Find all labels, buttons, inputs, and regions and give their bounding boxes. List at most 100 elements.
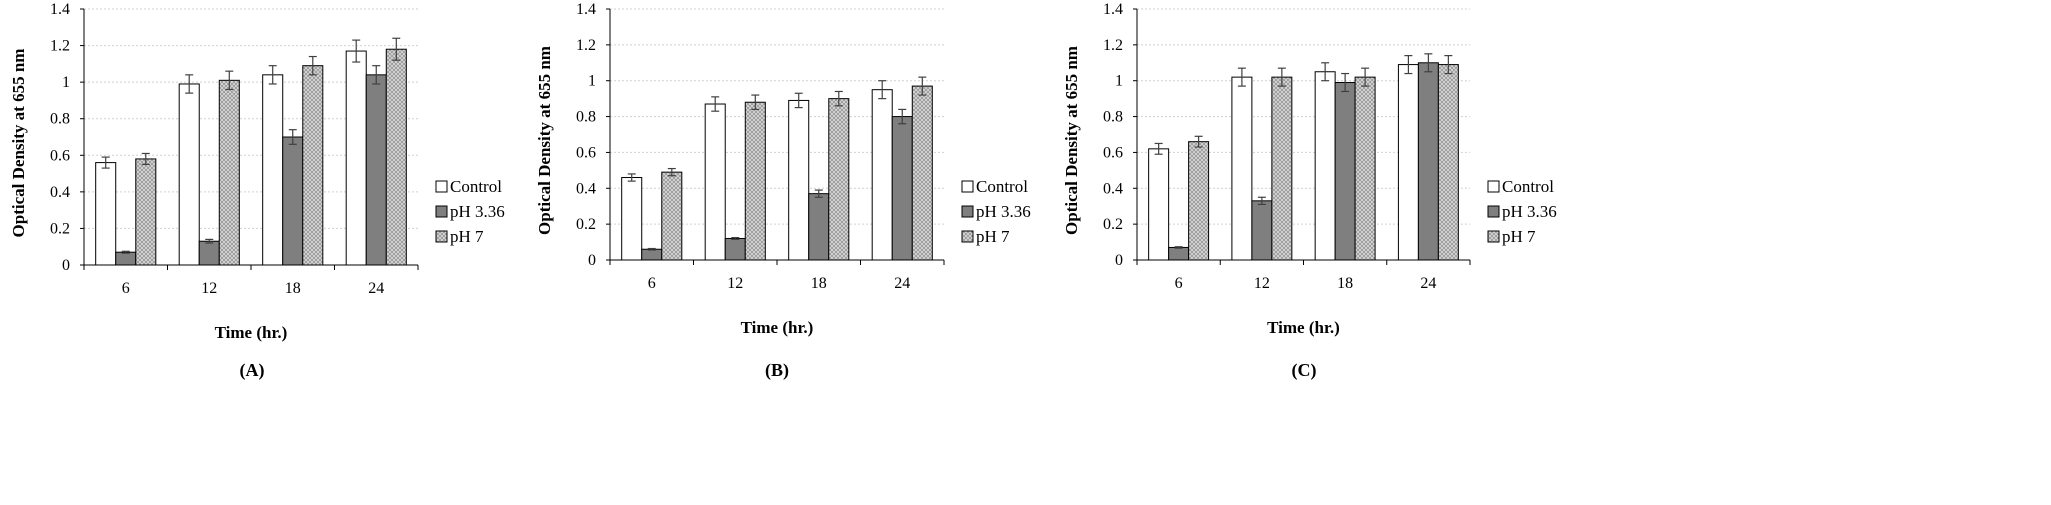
y-axis-title: Optical Density at 655 nm bbox=[1062, 46, 1081, 235]
x-axis-title: Time (hr.) bbox=[1267, 318, 1340, 337]
legend: Control pH 3.36 pH 7 bbox=[961, 177, 1031, 246]
y-tick-label: 1.2 bbox=[50, 38, 70, 55]
legend-swatch bbox=[961, 205, 974, 218]
bar bbox=[135, 158, 157, 266]
x-tick-label: 6 bbox=[648, 275, 656, 292]
x-tick-label: 6 bbox=[122, 280, 130, 297]
bar bbox=[1397, 64, 1419, 261]
y-tick-label: 1 bbox=[62, 74, 70, 91]
legend-label: pH 3.36 bbox=[1502, 202, 1557, 221]
bar bbox=[621, 177, 643, 261]
legend-label: pH 3.36 bbox=[976, 202, 1031, 221]
bar bbox=[1437, 64, 1459, 261]
y-tick-label: 0 bbox=[1115, 252, 1123, 269]
y-tick-label: 0 bbox=[62, 257, 70, 274]
bar bbox=[345, 50, 367, 266]
panel-label: (A) bbox=[240, 360, 265, 381]
y-tick-label: 1.2 bbox=[576, 37, 596, 54]
bar bbox=[891, 116, 913, 261]
panel-label: (C) bbox=[1292, 360, 1317, 381]
x-axis-title: Time (hr.) bbox=[215, 323, 288, 342]
bar bbox=[1231, 76, 1253, 261]
x-tick-label: 12 bbox=[1254, 275, 1270, 292]
bar bbox=[1354, 76, 1376, 261]
legend-swatch bbox=[435, 180, 448, 193]
x-tick-label: 24 bbox=[1420, 275, 1436, 292]
bar bbox=[911, 85, 933, 261]
bar bbox=[641, 248, 663, 261]
x-tick-label: 18 bbox=[285, 280, 301, 297]
bar bbox=[788, 99, 810, 261]
bar bbox=[1334, 82, 1356, 261]
bar bbox=[218, 79, 240, 266]
y-tick-label: 1 bbox=[1115, 73, 1123, 90]
legend-swatch bbox=[435, 230, 448, 243]
x-tick-label: 12 bbox=[201, 280, 217, 297]
y-tick-label: 0.2 bbox=[1103, 216, 1123, 233]
bar bbox=[1148, 148, 1170, 261]
y-tick-label: 0.8 bbox=[1103, 109, 1123, 126]
bar bbox=[115, 251, 137, 266]
legend-swatch bbox=[435, 205, 448, 218]
bar bbox=[365, 74, 387, 266]
chart-panel-3: 0 0.2 0.4 0.6 0.8 1 1.2 1.4 6 12 18 24 Optical Densi… bbox=[1062, 1, 1557, 381]
bar bbox=[1251, 200, 1273, 261]
y-tick-label: 0.4 bbox=[1103, 180, 1123, 197]
bar bbox=[178, 83, 200, 266]
y-tick-label: 1.4 bbox=[576, 1, 596, 18]
x-axis-title: Time (hr.) bbox=[741, 318, 814, 337]
y-tick-label: 0.8 bbox=[576, 109, 596, 126]
legend: Control pH 3.36 pH 7 bbox=[1487, 177, 1557, 246]
bar bbox=[198, 240, 220, 266]
legend-swatch bbox=[961, 230, 974, 243]
y-tick-label: 1.4 bbox=[1103, 1, 1123, 18]
bar bbox=[95, 162, 117, 266]
y-tick-label: 0.8 bbox=[50, 111, 70, 128]
y-tick-label: 1.4 bbox=[50, 1, 70, 18]
legend-label: pH 7 bbox=[450, 227, 484, 246]
chart-panel-1: 0 0.2 0.4 0.6 0.8 1 1.2 1.4 6 12 18 24 Optical Densi… bbox=[9, 1, 505, 381]
bar bbox=[1168, 246, 1190, 261]
chart-panel-2: 0 0.2 0.4 0.6 0.8 1 1.2 1.4 6 12 18 24 Optical Densi… bbox=[535, 1, 1031, 381]
legend-swatch bbox=[1487, 230, 1500, 243]
y-tick-label: 1 bbox=[588, 73, 596, 90]
bar bbox=[282, 136, 304, 266]
legend-swatch bbox=[1487, 180, 1500, 193]
panel-label: (B) bbox=[765, 360, 789, 381]
x-tick-label: 24 bbox=[368, 280, 384, 297]
bar bbox=[808, 193, 830, 261]
y-tick-label: 0.6 bbox=[50, 147, 70, 164]
y-tick-label: 0.6 bbox=[1103, 144, 1123, 161]
bar bbox=[661, 171, 683, 261]
legend-label: Control bbox=[450, 177, 502, 196]
x-tick-label: 6 bbox=[1175, 275, 1183, 292]
bar bbox=[302, 65, 324, 266]
bar bbox=[262, 74, 284, 266]
y-tick-label: 0 bbox=[588, 252, 596, 269]
legend-swatch bbox=[961, 180, 974, 193]
y-tick-label: 1.2 bbox=[1103, 37, 1123, 54]
bar bbox=[828, 98, 850, 261]
x-tick-label: 18 bbox=[811, 275, 827, 292]
legend-label: Control bbox=[976, 177, 1028, 196]
bar bbox=[1271, 76, 1293, 261]
legend-label: Control bbox=[1502, 177, 1554, 196]
legend-label: pH 7 bbox=[976, 227, 1010, 246]
bar bbox=[385, 48, 407, 266]
bar bbox=[1314, 71, 1336, 261]
bar bbox=[704, 103, 726, 261]
y-tick-label: 0.4 bbox=[50, 184, 70, 201]
y-tick-label: 0.4 bbox=[576, 180, 596, 197]
x-tick-label: 12 bbox=[727, 275, 743, 292]
y-axis-title: Optical Density at 655 nm bbox=[9, 49, 28, 238]
legend-swatch bbox=[1487, 205, 1500, 218]
legend-label: pH 7 bbox=[1502, 227, 1536, 246]
bar bbox=[1417, 62, 1439, 261]
legend: Control pH 3.36 pH 7 bbox=[435, 177, 505, 246]
legend-label: pH 3.36 bbox=[450, 202, 505, 221]
y-tick-label: 0.2 bbox=[50, 220, 70, 237]
y-tick-label: 0.2 bbox=[576, 216, 596, 233]
y-tick-label: 0.6 bbox=[576, 144, 596, 161]
